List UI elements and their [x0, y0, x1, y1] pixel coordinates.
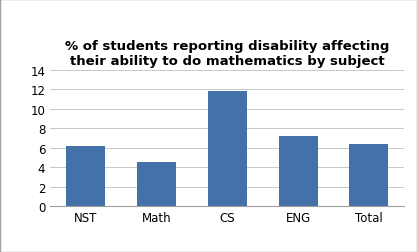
Title: % of students reporting disability affecting
their ability to do mathematics by : % of students reporting disability affec…	[65, 40, 389, 68]
Bar	[66, 147, 105, 207]
Bar	[279, 137, 318, 207]
Bar	[137, 162, 176, 207]
Bar	[349, 145, 388, 207]
Bar	[208, 91, 247, 207]
